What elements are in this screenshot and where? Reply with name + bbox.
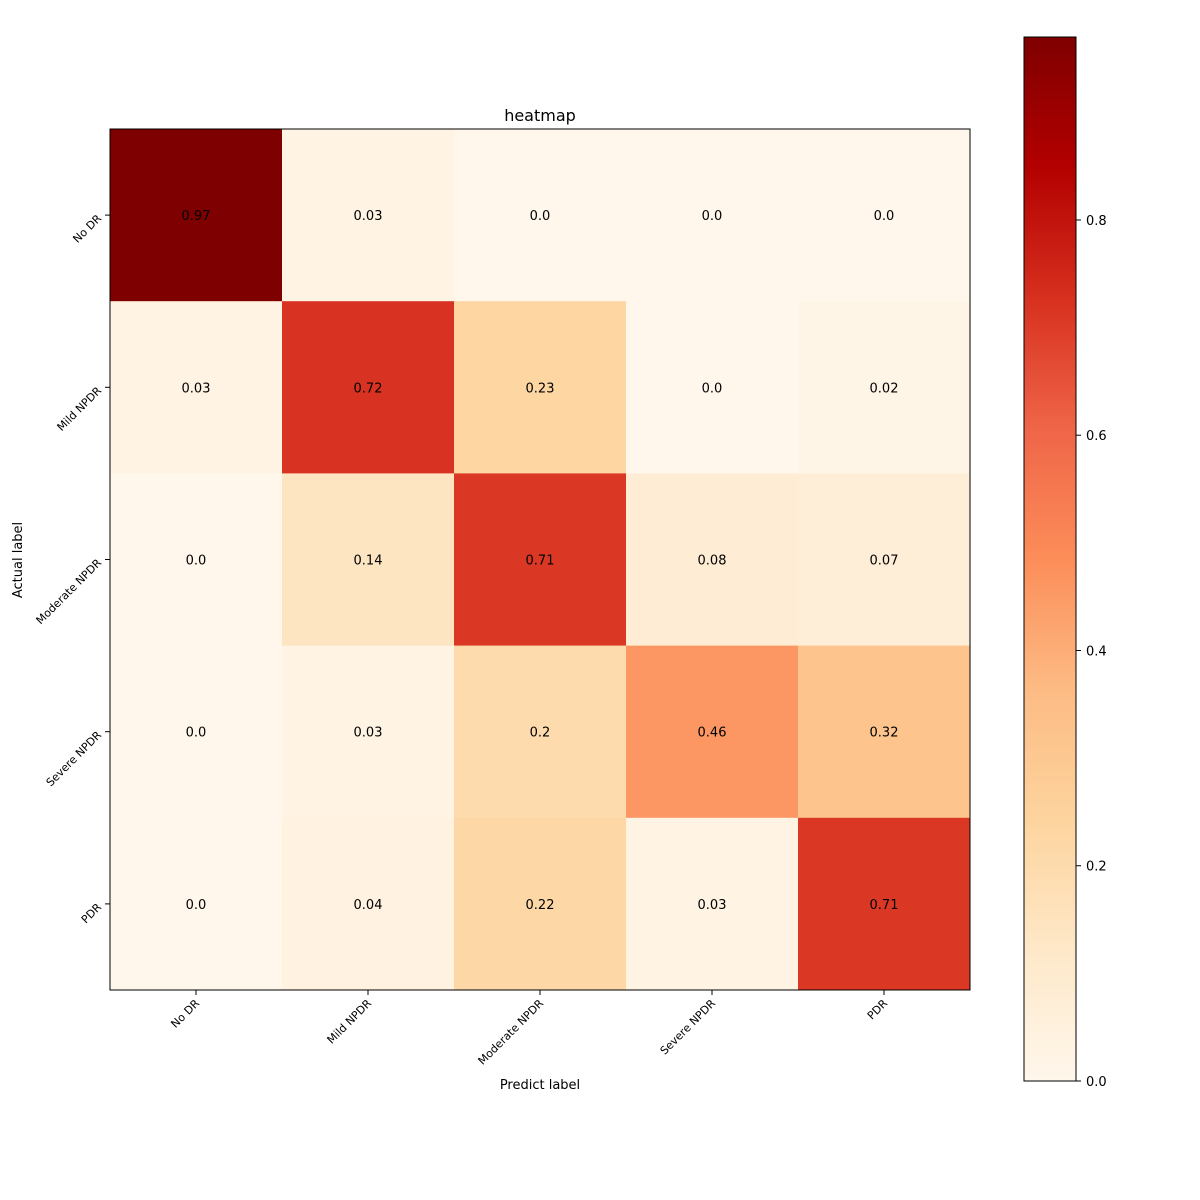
x-tick-label: No DR: [168, 997, 202, 1031]
heatmap-cell-2-2: [454, 473, 627, 647]
heatmap-cell-4-4: [798, 817, 971, 991]
colorbar-tick-label: 0.6: [1086, 429, 1107, 444]
cell-value-label: 0.0: [186, 726, 207, 741]
y-axis-ticks: No DR Mild NPDR Moderate NPDR Severe NPDR PD…: [34, 212, 110, 926]
cell-value-label: 0.23: [526, 381, 555, 396]
y-tick-label: Moderate NPDR: [34, 556, 105, 627]
cell-value-label: 0.0: [874, 209, 895, 224]
x-axis-label: Predict label: [500, 1078, 580, 1093]
heatmap-cell-0-1: [282, 129, 455, 302]
heatmap-cell-4-3: [626, 817, 799, 991]
y-tick-label: PDR: [79, 901, 105, 927]
heatmap-cell-4-2: [454, 817, 627, 991]
cell-value-label: 0.0: [186, 898, 207, 913]
heatmap-cell-1-1: [282, 301, 455, 474]
cell-value-label: 0.71: [870, 898, 899, 913]
heatmap-cell-3-4: [798, 645, 971, 819]
cell-value-label: 0.0: [186, 554, 207, 569]
colorbar-tick-label: 0.2: [1086, 860, 1107, 875]
cell-value-label: 0.14: [354, 554, 383, 569]
colorbar-tick-label: 0.4: [1086, 644, 1107, 659]
x-tick-label: Severe NPDR: [658, 997, 719, 1058]
cell-value-label: 0.08: [698, 554, 727, 569]
cell-value-label: 0.32: [870, 726, 899, 741]
cell-value-label: 0.72: [354, 381, 383, 396]
cell-value-label: 0.02: [870, 381, 899, 396]
chart-title: heatmap: [504, 106, 576, 125]
heatmap-cell-0-3: [626, 129, 799, 302]
y-tick-label: Mild NPDR: [55, 384, 105, 434]
heatmap-cell-0-2: [454, 129, 627, 302]
cell-value-label: 0.22: [526, 898, 555, 913]
cell-value-label: 0.2: [530, 726, 551, 741]
x-tick-label: Mild NPDR: [325, 997, 375, 1047]
heatmap-cell-4-0: [110, 817, 283, 991]
heatmap-cell-0-0: [110, 129, 283, 302]
heatmap-cell-0-4: [798, 129, 971, 302]
y-tick-label: No DR: [70, 212, 104, 246]
cell-value-label: 0.97: [182, 209, 211, 224]
heatmap-cell-4-1: [282, 817, 455, 991]
cell-value-label: 0.03: [354, 726, 383, 741]
heatmap-cell-1-3: [626, 301, 799, 474]
heatmap-cell-1-0: [110, 301, 283, 474]
y-tick-label: Severe NPDR: [44, 728, 105, 789]
cell-value-label: 0.46: [698, 726, 727, 741]
heatmap-cell-labels: 0.97 0.03 0.0 0.0 0.0 0.03 0.72 0.23 0.0 0.02 0.0 0…: [182, 209, 899, 913]
heatmap-cell-3-1: [282, 645, 455, 819]
colorbar-tick-label: 0.8: [1086, 214, 1107, 229]
heatmap-cell-3-2: [454, 645, 627, 819]
heatmap-cell-1-4: [798, 301, 971, 474]
colorbar-ticks: 0.0 0.2 0.4 0.6 0.8: [1076, 214, 1107, 1090]
heatmap-cell-3-3: [626, 645, 799, 819]
cell-value-label: 0.0: [702, 209, 723, 224]
cell-value-label: 0.0: [702, 381, 723, 396]
heatmap-cell-2-1: [282, 473, 455, 647]
heatmap-cell-2-4: [798, 473, 971, 647]
heatmap-cell-2-3: [626, 473, 799, 647]
y-axis-label: Actual label: [11, 522, 26, 598]
colorbar-tick-label: 0.0: [1086, 1075, 1107, 1090]
heatmap-cell-2-0: [110, 473, 283, 647]
x-axis-ticks: No DR Mild NPDR Moderate NPDR Severe NPDR PD…: [168, 990, 890, 1067]
x-tick-label: Moderate NPDR: [476, 997, 547, 1068]
colorbar: [1023, 36, 1077, 1082]
heatmap-cell-3-0: [110, 645, 283, 819]
x-tick-label: PDR: [865, 997, 891, 1023]
cell-value-label: 0.07: [870, 554, 899, 569]
cell-value-label: 0.03: [182, 381, 211, 396]
cell-value-label: 0.04: [354, 898, 383, 913]
cell-value-label: 0.03: [354, 209, 383, 224]
heatmap-cell-1-2: [454, 301, 627, 474]
cell-value-label: 0.71: [526, 554, 555, 569]
cell-value-label: 0.03: [698, 898, 727, 913]
cell-value-label: 0.0: [530, 209, 551, 224]
heatmap-cells: [110, 129, 971, 991]
